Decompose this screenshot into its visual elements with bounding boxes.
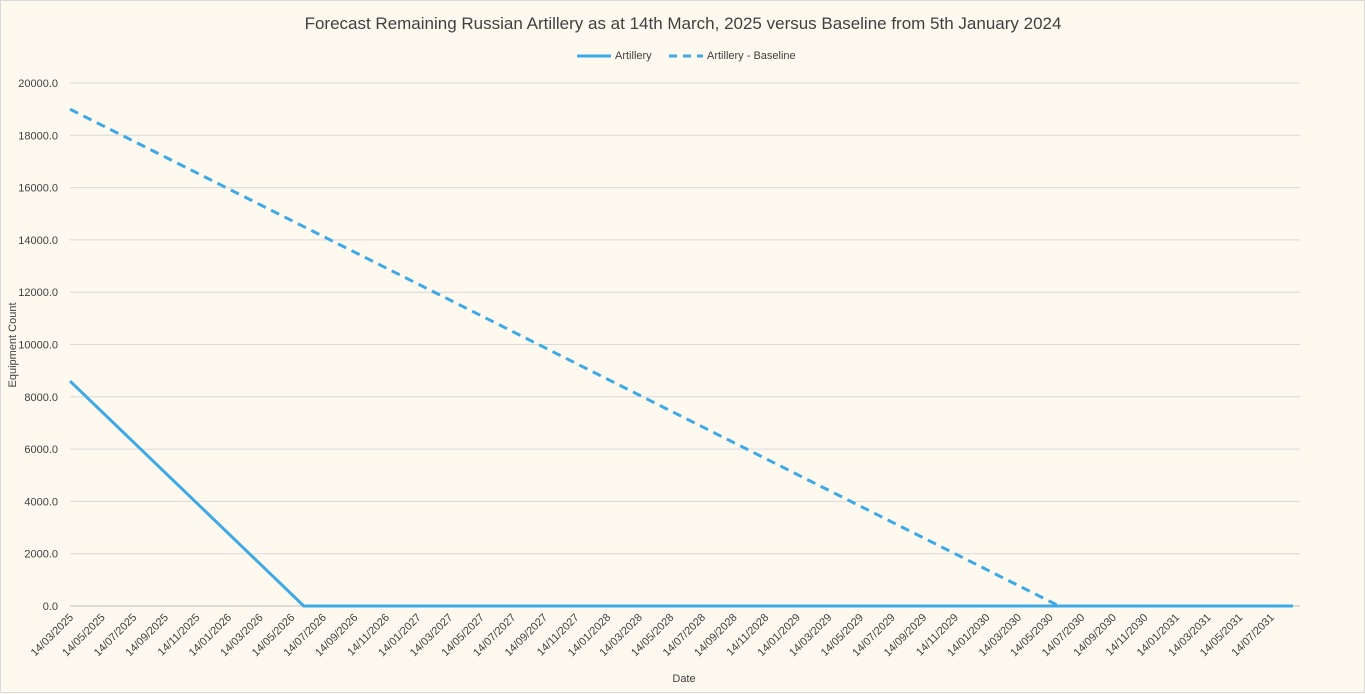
y-axis-label: Equipment Count xyxy=(7,303,19,388)
series-line-artillery-baseline xyxy=(69,107,1293,608)
y-tick-label: 14000.0 xyxy=(18,235,58,247)
x-axis-label: Date xyxy=(672,673,695,685)
legend-label-artillery: Artillery xyxy=(615,50,652,62)
legend: Artillery Artillery - Baseline xyxy=(577,50,796,62)
series-line-artillery xyxy=(68,380,1293,608)
x-axis-ticks: 14/03/202514/05/202514/07/202514/09/2025… xyxy=(29,612,1277,659)
y-tick-label: 20000.0 xyxy=(18,78,58,90)
data-series xyxy=(68,107,1293,608)
y-tick-label: 16000.0 xyxy=(18,183,58,195)
y-axis-ticks: 0.0 2000.0 4000.0 6000.0 8000.0 10000.0 12000.… xyxy=(18,78,58,613)
y-tick-label: 4000.0 xyxy=(24,496,58,508)
chart-title: Forecast Remaining Russian Artillery as … xyxy=(305,14,1062,33)
y-tick-label: 6000.0 xyxy=(24,444,58,456)
gridlines xyxy=(70,82,1300,607)
y-tick-label: 10000.0 xyxy=(18,340,58,352)
y-tick-label: 8000.0 xyxy=(24,392,58,404)
y-tick-label: 18000.0 xyxy=(18,130,58,142)
y-tick-label: 2000.0 xyxy=(24,549,58,561)
y-tick-label: 0.0 xyxy=(43,601,58,613)
legend-label-artillery-baseline: Artillery - Baseline xyxy=(707,50,796,62)
y-tick-label: 12000.0 xyxy=(18,287,58,299)
